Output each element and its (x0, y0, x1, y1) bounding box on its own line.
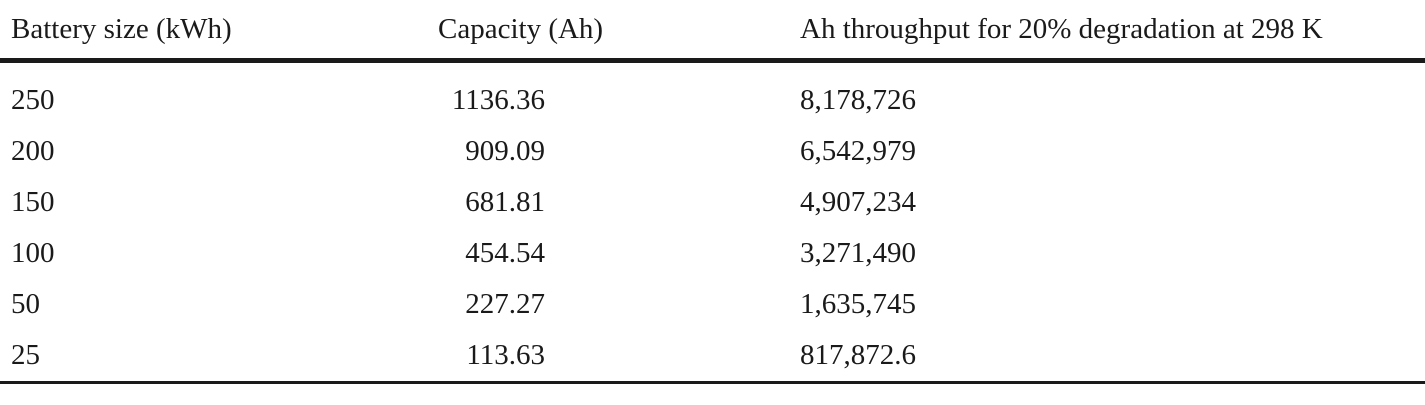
cell-battery-size: 25 (0, 330, 438, 384)
cell-capacity-value: 113.63 (466, 339, 545, 371)
cell-ah-throughput-value: 817,872.6 (800, 339, 916, 371)
cell-ah-throughput: 8,178,726 (800, 84, 916, 116)
cell-capacity: 909.09 (438, 126, 800, 177)
cell-capacity-value: 454.54 (465, 237, 545, 269)
table-row: 200 909.09 6,542,979 (0, 126, 1425, 177)
cell-ah-throughput: 4,907,234 (800, 186, 916, 218)
table-row: 50 227.27 1,635,745 (0, 279, 1425, 330)
cell-battery-size: 200 (11, 135, 55, 167)
header-ah-throughput: Ah throughput for 20% degradation at 298… (800, 0, 1425, 63)
cell-capacity: 113.63 (438, 330, 800, 384)
table-row: 100 454.54 3,271,490 (0, 228, 1425, 279)
cell-ah-throughput: 3,271,490 (800, 237, 916, 269)
battery-degradation-table: Battery size (kWh) Capacity (Ah) Ah thro… (0, 0, 1425, 384)
cell-battery-size: 250 (11, 84, 55, 116)
cell-capacity: 227.27 (438, 279, 800, 330)
table-row: 150 681.81 4,907,234 (0, 177, 1425, 228)
header-battery-size: Battery size (kWh) (0, 0, 438, 63)
table-header: Battery size (kWh) Capacity (Ah) Ah thro… (0, 0, 1425, 63)
cell-capacity-value: 681.81 (465, 186, 545, 218)
cell-battery-size: 50 (11, 288, 40, 320)
cell-ah-throughput: 817,872.6 (800, 330, 1425, 384)
cell-capacity-value: 1136.36 (451, 84, 545, 116)
cell-capacity: 454.54 (438, 228, 800, 279)
cell-battery-size: 150 (11, 186, 55, 218)
cell-ah-throughput: 1,635,745 (800, 288, 916, 320)
header-capacity: Capacity (Ah) (438, 0, 800, 63)
cell-capacity: 1136.36 (438, 75, 800, 126)
header-row: Battery size (kWh) Capacity (Ah) Ah thro… (0, 0, 1425, 63)
table-row: 25 113.63 817,872.6 (0, 330, 1425, 384)
table-row: 250 1136.36 8,178,726 (0, 75, 1425, 126)
table-body: 250 1136.36 8,178,726 200 909.09 6,542,9… (0, 61, 1425, 384)
cell-capacity: 681.81 (438, 177, 800, 228)
cell-capacity-value: 227.27 (465, 288, 545, 320)
cell-capacity-value: 909.09 (465, 135, 545, 167)
header-spacer (0, 61, 1425, 76)
cell-battery-size: 100 (11, 237, 55, 269)
cell-ah-throughput: 6,542,979 (800, 135, 916, 167)
